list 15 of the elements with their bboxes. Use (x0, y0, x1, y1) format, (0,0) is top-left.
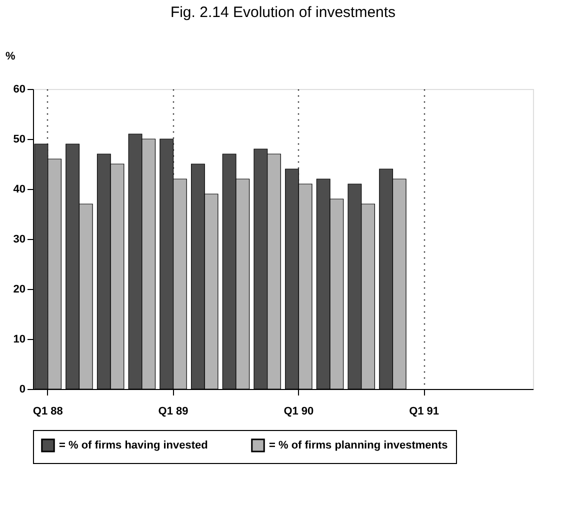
chart-title: Fig. 2.14 Evolution of investments (170, 4, 396, 21)
x-tick-label: Q1 88 (32, 406, 63, 418)
x-tick-label: Q1 90 (284, 406, 314, 418)
y-tick-label: 60 (13, 84, 26, 96)
y-tick-label: 10 (13, 334, 26, 346)
y-tick-label: 40 (13, 184, 26, 196)
y-tick-label: 20 (13, 284, 26, 296)
y-tick-label: 50 (13, 134, 26, 146)
y-tick-label: 30 (13, 234, 26, 246)
y-axis-title: % (6, 50, 16, 62)
x-tick-label: Q1 89 (158, 406, 188, 418)
legend-label: = % of firms planning investments (269, 439, 448, 452)
x-tick-label: Q1 91 (409, 406, 440, 418)
y-tick-label: 0 (19, 384, 26, 396)
legend-label: = % of firms having invested (59, 439, 208, 452)
